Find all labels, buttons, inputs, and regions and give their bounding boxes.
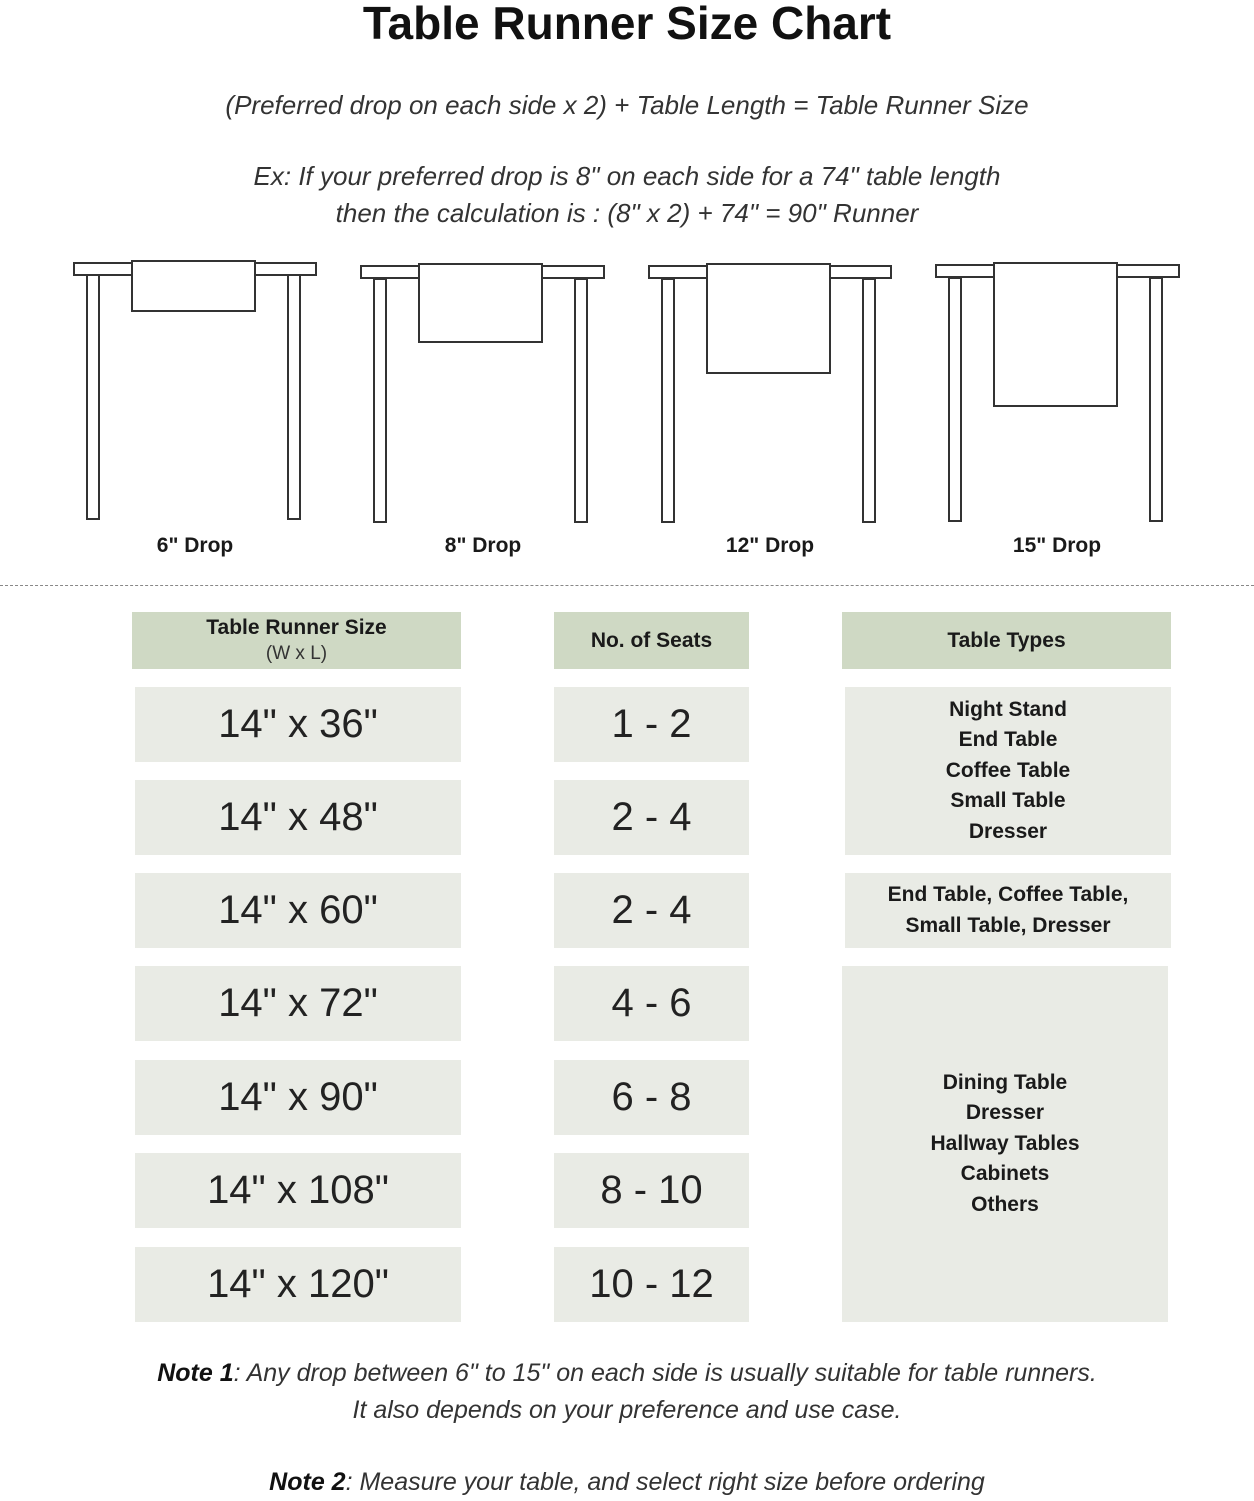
- type-item: Dresser: [968, 819, 1048, 843]
- header-size-label: Table Runner Size: [206, 615, 387, 639]
- example-text: Ex: If your preferred drop is 8" on each…: [0, 158, 1254, 232]
- note-1-line-2: It also depends on your preference and u…: [352, 1396, 902, 1424]
- drop-label: 15" Drop: [1012, 534, 1102, 557]
- type-item: Dining Table: [942, 1070, 1068, 1094]
- type-item: Small Table, Dresser: [905, 913, 1111, 937]
- note-2-label: Note 2: [269, 1468, 346, 1496]
- drop-label: 12" Drop: [725, 534, 815, 557]
- size-cell: 14" x 48": [135, 780, 461, 855]
- seats-cell: 2 - 4: [554, 873, 749, 948]
- note-1-text: : Any drop between 6" to 15" on each sid…: [233, 1359, 1097, 1387]
- note-1: Note 1: Any drop between 6" to 15" on ea…: [0, 1355, 1254, 1429]
- type-item: End Table: [958, 728, 1058, 752]
- size-cell: 14" x 120": [135, 1247, 461, 1322]
- table-leg: [948, 277, 962, 522]
- type-item: Coffee Table: [945, 758, 1071, 782]
- table-leg: [373, 278, 387, 523]
- seats-cell: 2 - 4: [554, 780, 749, 855]
- note-1-label: Note 1: [157, 1359, 234, 1387]
- example-line-1: Ex: If your preferred drop is 8" on each…: [253, 161, 1001, 191]
- type-item: End Table, Coffee Table,: [887, 883, 1129, 906]
- page-title: Table Runner Size Chart: [362, 0, 892, 49]
- runner: [706, 263, 831, 374]
- size-cell: 14" x 72": [135, 966, 461, 1041]
- header-types: Table Types: [842, 612, 1171, 669]
- type-item: Small Table: [950, 789, 1066, 813]
- type-item: Hallway Tables: [930, 1131, 1080, 1155]
- types-group-1: Night Stand End Table Coffee Table Small…: [845, 687, 1171, 855]
- type-item: Cabinets: [960, 1162, 1050, 1186]
- header-seats: No. of Seats: [554, 612, 749, 669]
- runner: [993, 262, 1118, 407]
- seats-cell: 10 - 12: [554, 1247, 749, 1322]
- seats-cell: 1 - 2: [554, 687, 749, 762]
- example-line-2: then the calculation is : (8" x 2) + 74"…: [335, 198, 919, 228]
- table-leg: [1149, 277, 1163, 522]
- header-size-sub: (W x L): [265, 642, 328, 664]
- formula-text: (Preferred drop on each side x 2) + Tabl…: [225, 90, 1029, 120]
- table-leg: [862, 278, 876, 523]
- size-cell: 14" x 90": [135, 1060, 461, 1135]
- note-2: Note 2: Measure your table, and select r…: [0, 1464, 1254, 1501]
- size-cell: 14" x 36": [135, 687, 461, 762]
- header-size: Table Runner Size (W x L): [132, 612, 461, 669]
- type-item: Night Stand: [949, 697, 1067, 721]
- drop-label: 6" Drop: [156, 534, 234, 557]
- drop-label: 8" Drop: [444, 534, 522, 557]
- type-item: Others: [971, 1192, 1039, 1216]
- table-leg: [287, 274, 301, 520]
- table-leg: [574, 278, 588, 523]
- runner: [131, 260, 256, 312]
- seats-cell: 6 - 8: [554, 1060, 749, 1135]
- divider: [0, 585, 1254, 586]
- size-cell: 14" x 60": [135, 873, 461, 948]
- size-cell: 14" x 108": [135, 1153, 461, 1228]
- table-leg: [86, 274, 100, 520]
- type-item: Dresser: [965, 1101, 1045, 1125]
- types-group-3: Dining Table Dresser Hallway Tables Cabi…: [842, 966, 1168, 1322]
- seats-cell: 4 - 6: [554, 966, 749, 1041]
- types-group-2: End Table, Coffee Table, Small Table, Dr…: [845, 873, 1171, 948]
- note-2-text: : Measure your table, and select right s…: [345, 1468, 985, 1496]
- runner: [418, 263, 543, 343]
- seats-cell: 8 - 10: [554, 1153, 749, 1228]
- table-leg: [661, 278, 675, 523]
